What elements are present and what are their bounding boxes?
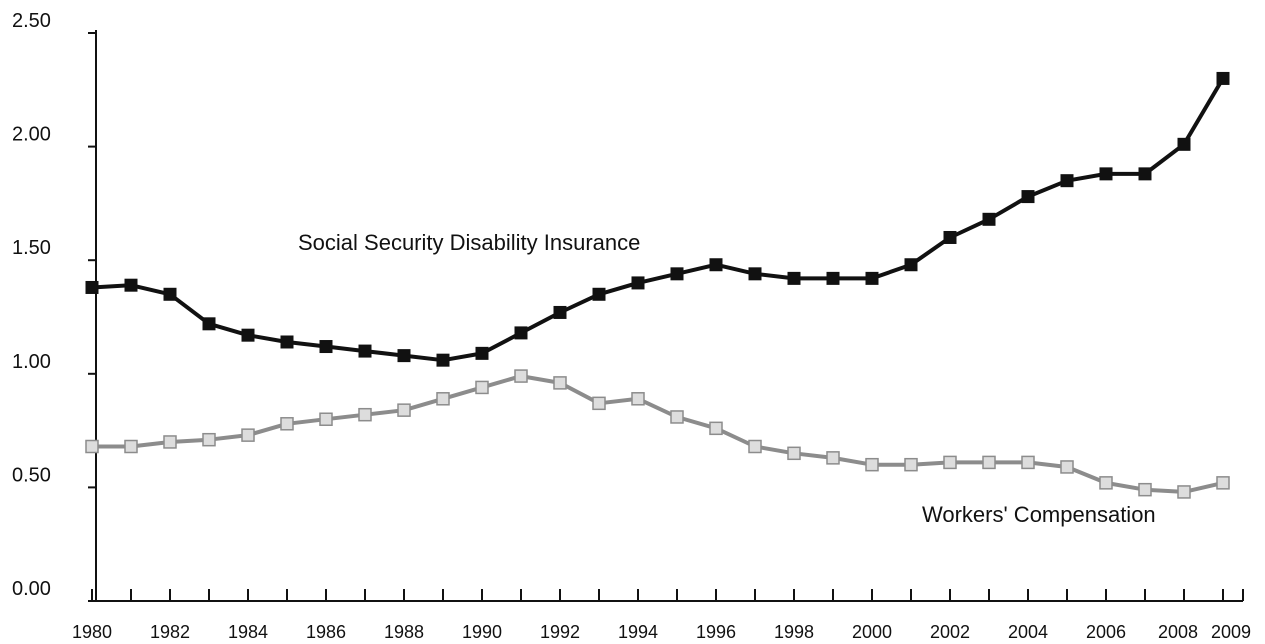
data-point-marker [1060,460,1074,474]
data-point-marker [943,455,957,470]
data-point-marker [1216,476,1230,490]
data-point-marker [904,457,918,472]
data-point-marker [1177,485,1191,499]
data-point-marker [670,267,684,281]
data-point-marker [1099,476,1113,490]
x-tick-label: 2004 [1008,622,1048,642]
data-point-marker [514,326,528,340]
data-point-marker [982,455,996,470]
data-point-marker [1021,190,1035,204]
x-tick-label: 1994 [618,622,658,642]
data-point-marker [748,267,762,281]
data-point-marker [670,410,684,424]
data-point-marker [826,271,840,285]
data-point-marker [163,287,177,301]
x-tick-label: 1980 [72,622,112,642]
data-point-marker [1177,137,1191,151]
x-tick-label: 1992 [540,622,580,642]
data-point-marker [943,230,957,244]
data-point-marker [241,328,255,342]
data-point-marker [280,335,294,349]
x-tick-label: 1986 [306,622,346,642]
data-point-marker [1060,174,1074,188]
data-point-marker [904,258,918,272]
data-point-marker [436,353,450,367]
series-line-1 [92,374,1224,494]
data-point-marker [241,428,255,442]
data-point-marker [1138,167,1152,181]
data-point-marker [436,392,450,406]
x-tick-label: 2009 [1211,622,1251,642]
data-point-marker [553,376,567,390]
data-point-marker [592,396,606,411]
data-point-marker [124,278,138,292]
x-tick-label: 2000 [852,622,892,642]
data-point-marker [631,276,645,290]
data-point-marker [865,271,879,285]
x-tick-label: 2008 [1158,622,1198,642]
data-point-marker [163,435,177,449]
data-point-marker [85,280,99,294]
data-point-marker [397,403,411,417]
data-point-marker [202,432,216,447]
y-tick-label: 1.00 [12,351,51,373]
data-point-marker [280,417,294,431]
x-tick-label: 1996 [696,622,736,642]
data-point-marker [1138,482,1152,497]
data-point-marker [319,412,333,426]
data-point-marker [553,305,567,319]
data-point-marker [1021,455,1035,470]
y-tick-label: 2.50 [12,10,51,32]
y-tick-label: 0.00 [12,578,51,600]
data-point-marker [631,392,645,406]
data-point-marker [514,369,528,383]
data-point-marker [1216,71,1230,85]
y-tick-label: 0.50 [12,464,51,486]
data-point-marker [475,346,489,360]
data-point-marker [709,421,723,436]
data-point-marker [85,439,99,454]
series-label-ssdi: Social Security Disability Insurance [298,230,640,255]
y-tick-label: 1.50 [12,237,51,259]
x-tick-label: 1998 [774,622,814,642]
x-tick-label: 2006 [1086,622,1126,642]
data-point-marker [787,446,801,461]
data-point-marker [709,258,723,272]
data-point-marker [124,439,138,454]
data-point-marker [319,340,333,354]
y-tick-label: 2.00 [12,124,51,146]
x-tick-label: 1984 [228,622,268,642]
data-point-marker [982,212,996,226]
data-point-marker [475,380,489,395]
series-line-0 [91,77,1225,363]
data-point-marker [1099,167,1113,181]
data-point-marker [748,439,762,454]
x-tick-label: 1988 [384,622,424,642]
data-point-marker [358,407,372,422]
series-markers [85,71,1230,499]
data-point-marker [592,287,606,301]
data-point-marker [787,271,801,285]
x-tick-label: 1982 [150,622,190,642]
x-tick-label: 2002 [930,622,970,642]
series-label-workers-comp: Workers' Compensation [922,502,1156,527]
data-point-marker [397,349,411,363]
data-point-marker [358,344,372,358]
data-point-marker [826,451,840,465]
data-point-marker [865,457,879,472]
series-lines [91,77,1225,494]
x-tick-label: 1990 [462,622,502,642]
chart-axes: 0.00 0.50 1.00 1.50 2.00 2.50 1980 1982 1984 1986… [12,10,1251,642]
data-point-marker [202,317,216,331]
